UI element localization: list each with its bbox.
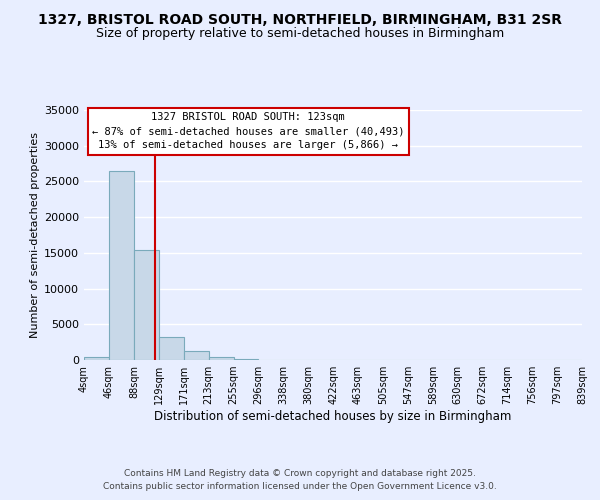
Y-axis label: Number of semi-detached properties: Number of semi-detached properties — [30, 132, 40, 338]
Text: Contains HM Land Registry data © Crown copyright and database right 2025.: Contains HM Land Registry data © Crown c… — [124, 468, 476, 477]
X-axis label: Distribution of semi-detached houses by size in Birmingham: Distribution of semi-detached houses by … — [154, 410, 512, 423]
Bar — [84, 357, 109, 360]
Text: 1327 BRISTOL ROAD SOUTH: 123sqm
← 87% of semi-detached houses are smaller (40,49: 1327 BRISTOL ROAD SOUTH: 123sqm ← 87% of… — [92, 112, 404, 150]
Bar — [184, 352, 209, 360]
Bar — [134, 250, 158, 360]
Text: 1327, BRISTOL ROAD SOUTH, NORTHFIELD, BIRMINGHAM, B31 2SR: 1327, BRISTOL ROAD SOUTH, NORTHFIELD, BI… — [38, 12, 562, 26]
Text: Contains public sector information licensed under the Open Government Licence v3: Contains public sector information licen… — [103, 482, 497, 491]
Bar — [209, 357, 233, 360]
Bar — [109, 172, 134, 360]
Text: Size of property relative to semi-detached houses in Birmingham: Size of property relative to semi-detach… — [96, 28, 504, 40]
Bar — [158, 337, 184, 360]
